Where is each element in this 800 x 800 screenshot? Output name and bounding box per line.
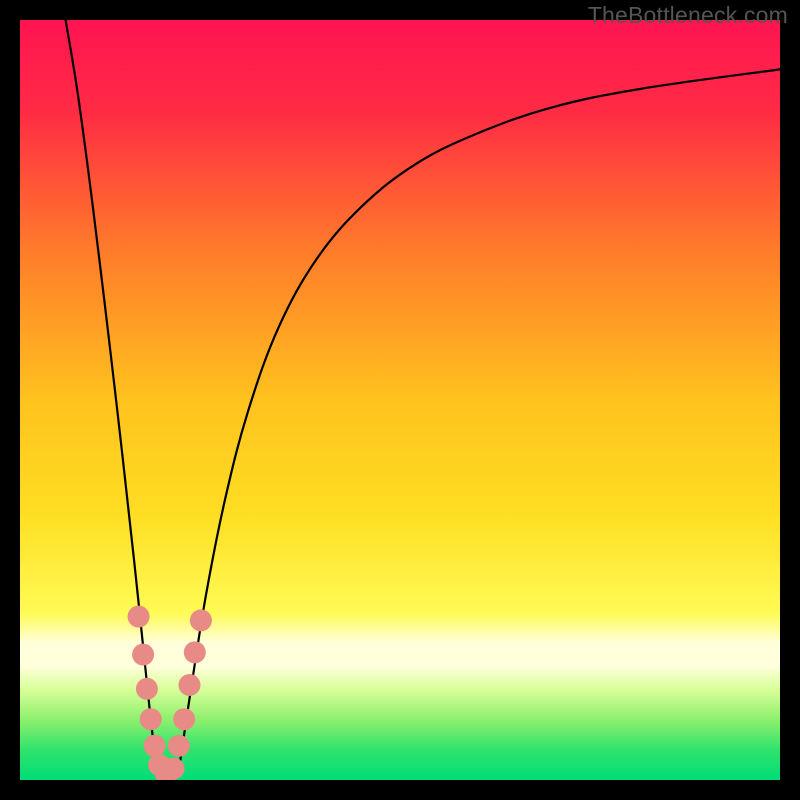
marker-point: [190, 609, 212, 631]
marker-point: [184, 641, 206, 663]
chart-background: [20, 20, 780, 780]
watermark-text: TheBottleneck.com: [588, 2, 788, 29]
marker-point: [178, 674, 200, 696]
marker-point: [136, 678, 158, 700]
marker-point: [173, 708, 195, 730]
bottleneck-chart: TheBottleneck.com: [0, 0, 800, 800]
marker-point: [140, 708, 162, 730]
marker-point: [144, 735, 166, 757]
marker-point: [132, 644, 154, 666]
chart-border-left: [0, 0, 20, 800]
marker-point: [168, 735, 190, 757]
chart-border-right: [780, 0, 800, 800]
marker-point: [128, 606, 150, 628]
chart-svg: [0, 0, 800, 800]
chart-border-bottom: [0, 780, 800, 800]
marker-point: [163, 758, 185, 780]
